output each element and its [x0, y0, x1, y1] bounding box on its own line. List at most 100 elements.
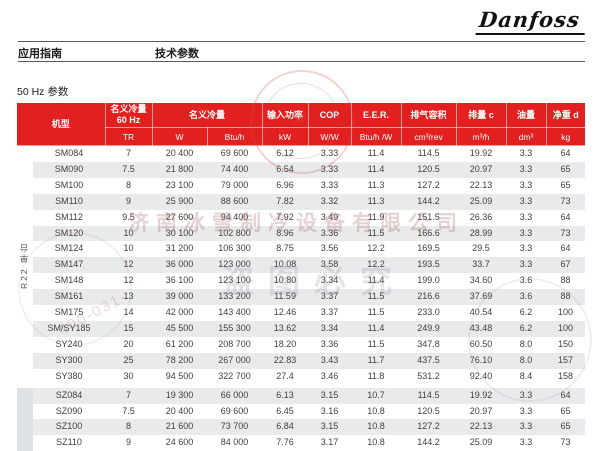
value-cell: 22.13 [456, 419, 507, 436]
value-cell: 10.8 [351, 419, 402, 436]
value-cell: 7 [105, 384, 153, 404]
value-cell: 14 [123, 307, 134, 318]
value-cell: 25 [105, 352, 153, 369]
value-cell: 37.69 [456, 289, 507, 306]
column-header-input-power: 输入功率 [262, 103, 309, 128]
column-header-model: 机型 [17, 103, 106, 146]
table-row: SM/SY185 15 45 500 155 300 13.62 3.34 11.4 249.… [17, 320, 586, 337]
value-cell: 79 000 [220, 179, 249, 190]
value-cell: 11.59 [262, 289, 309, 306]
value-cell: 3.33 [320, 179, 339, 190]
value-cell: 61 200 [165, 338, 194, 349]
danfoss-logo: Danfoss [475, 7, 588, 35]
value-cell: 12 [123, 275, 134, 286]
model-cell: SM148 [54, 275, 84, 286]
value-cell: 11.4 [367, 148, 385, 158]
value-cell: 60.50 [469, 338, 493, 349]
value-cell: 19.92 [469, 148, 493, 158]
value-cell: 11.5 [367, 338, 385, 349]
model-cell: SM120 [33, 225, 106, 242]
table-row: SY300 25 78 200 267 000 22.83 3.43 11.7 437.5 76… [17, 352, 586, 369]
table-row: SY240 20 61 200 208 700 18.20 3.36 11.5 347.8 60… [17, 337, 585, 353]
value-cell: 73 [560, 437, 571, 448]
value-cell: 19 300 [152, 384, 208, 404]
model-cell: SY300 [33, 352, 106, 369]
value-cell: 31 200 [165, 243, 194, 254]
model-cell: SM090 [33, 161, 106, 178]
value-cell: 267 000 [207, 352, 263, 369]
table-row: SM120 10 30 100 102 800 8.96 3.36 11.5 166.6 28.… [17, 225, 586, 242]
model-cell: SM175 [54, 307, 84, 318]
model-cell: SZ100 [33, 419, 106, 436]
value-cell: 11.5 [351, 225, 402, 242]
value-cell: 3.6 [519, 275, 533, 286]
value-cell: 144.2 [417, 437, 440, 448]
value-cell: 3.3 [519, 243, 533, 254]
value-cell: 127.2 [417, 179, 440, 190]
value-cell: 531.2 [417, 370, 440, 381]
value-cell: 3.3 [519, 437, 533, 448]
value-cell: 193.5 [401, 257, 457, 274]
column-header-displacement-rate: 排量 c [456, 103, 507, 128]
value-cell: 102 800 [207, 225, 263, 242]
value-cell: 10.8 [367, 437, 385, 448]
unit-header-m3h: m³/h [456, 127, 507, 146]
value-cell: 151.5 [417, 211, 440, 222]
value-cell: 25.09 [469, 437, 493, 448]
value-cell: 15 [105, 320, 153, 337]
unit-header-tr: TR [105, 127, 153, 146]
column-header-oil-charge: 油量 [506, 103, 547, 128]
value-cell: 3.46 [320, 370, 339, 381]
value-cell: 21 800 [152, 161, 208, 178]
table-row: SM161 13 39 000 133 200 11.59 3.37 11.5 216.6 37… [17, 289, 586, 306]
table-row: SM148 12 36 100 123 100 10.80 3.34 11.4 199.0 34… [17, 273, 585, 289]
value-cell: 9.5 [122, 211, 135, 222]
value-cell: 13.62 [262, 320, 309, 337]
value-cell: 39 000 [152, 289, 208, 306]
model-cell: SY380 [55, 370, 83, 381]
value-cell: 73 700 [207, 419, 263, 436]
table-row: SZ084 7 19 300 66 000 6.13 3.15 10.7 114.5 19.92… [17, 384, 586, 451]
value-cell: 30 100 [152, 225, 208, 242]
value-cell: 73 [546, 225, 586, 242]
table-row: SZ100 8 21 600 73 700 6.84 3.15 10.8 127.2 22.13… [17, 419, 586, 436]
unit-header-btuh: Btu/h [207, 127, 263, 146]
value-cell: 166.6 [401, 225, 457, 242]
table-row: SM090 7.5 21 800 74 400 6.54 3.33 11.4 120.5 20.… [17, 161, 586, 178]
value-cell: 3.37 [320, 307, 339, 318]
value-cell: 10 [105, 225, 153, 242]
table-row: SM175 14 42 000 143 400 12.46 3.37 11.5 233.0 40… [17, 305, 585, 321]
value-cell: 9 [126, 437, 132, 448]
model-cell: SY240 [55, 338, 83, 349]
value-cell: 11.4 [351, 320, 402, 337]
value-cell: 100 [558, 307, 574, 318]
value-cell: 22.13 [469, 179, 493, 190]
value-cell: 67 [546, 257, 586, 274]
value-cell: 29.5 [472, 243, 490, 254]
value-cell: 8.0 [519, 338, 533, 349]
table-row: SY380 30 94 500 322 700 27.4 3.46 11.8 531.2 92.… [17, 369, 585, 386]
value-cell: 208 700 [218, 338, 251, 349]
value-cell: 158 [558, 370, 574, 381]
value-cell: 3.3 [506, 161, 547, 178]
model-cell: SM147 [33, 257, 106, 274]
value-cell: 20.97 [469, 405, 493, 416]
column-header-cop: COP [308, 103, 352, 128]
value-cell: 64 [546, 384, 586, 404]
model-cell: SZ110 [56, 437, 82, 448]
value-cell: 12 [105, 257, 153, 274]
value-cell: 3.56 [320, 243, 339, 254]
value-cell: 100 [546, 320, 586, 337]
model-cell: SZ084 [33, 384, 106, 404]
value-cell: 169.5 [417, 243, 440, 254]
value-cell: 3.3 [519, 405, 533, 416]
value-cell: 3.36 [320, 338, 339, 349]
value-cell: 11.4 [351, 161, 402, 178]
value-cell: 66 000 [207, 384, 263, 404]
value-cell: 13 [105, 289, 153, 306]
section-title: 50 Hz 参数 [17, 86, 69, 98]
value-cell: 7.82 [262, 193, 309, 210]
value-cell: 24 600 [165, 437, 194, 448]
value-cell: 6.2 [519, 307, 533, 318]
value-cell: 12.46 [273, 307, 297, 318]
